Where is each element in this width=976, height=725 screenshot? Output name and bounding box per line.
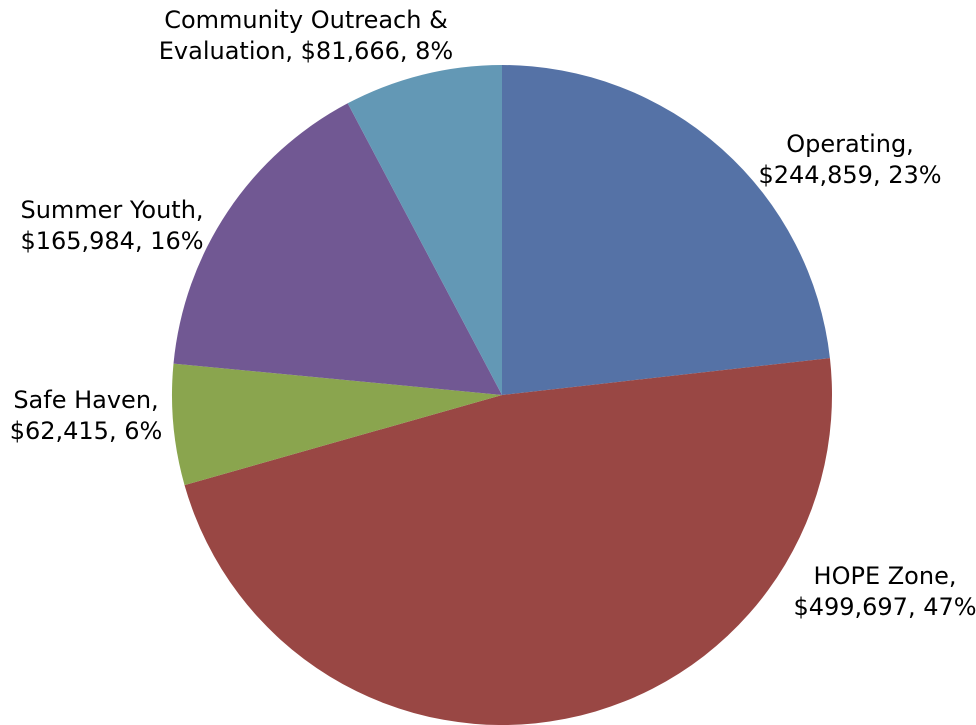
pie-slice-community-outreach-evaluation xyxy=(347,65,502,395)
pie-slice-operating xyxy=(502,65,830,395)
data-label-line: Summer Youth, xyxy=(20,196,203,224)
data-label-line: HOPE Zone, xyxy=(814,562,957,590)
data-label-summer-youth: Summer Youth, $165,984, 16% xyxy=(20,196,203,255)
data-label-line: Evaluation, $81,666, 8% xyxy=(159,37,453,65)
data-label-hope-zone: HOPE Zone, $499,697, 47% xyxy=(793,562,976,621)
data-label-line: Operating, xyxy=(786,130,914,158)
data-label-line: $499,697, 47% xyxy=(793,593,976,621)
pie-slice-hope-zone xyxy=(184,358,832,725)
data-label-line: $244,859, 23% xyxy=(758,161,941,189)
data-label-safe-haven: Safe Haven, $62,415, 6% xyxy=(10,386,163,445)
data-label-line: $165,984, 16% xyxy=(20,227,203,255)
pie-slice-safe-haven xyxy=(171,363,502,486)
pie-slice-summer-youth xyxy=(173,103,502,396)
data-label-line: Safe Haven, xyxy=(13,386,158,414)
data-label-community-outreach-evaluation: Community Outreach & Evaluation, $81,666,… xyxy=(159,6,453,65)
pie-data-labels: Operating, $244,859, 23% HOPE Zone, $499,69… xyxy=(10,6,976,621)
data-label-line: $62,415, 6% xyxy=(10,417,163,445)
pie-slices xyxy=(171,65,832,725)
data-label-operating: Operating, $244,859, 23% xyxy=(758,130,941,189)
data-label-line: Community Outreach & xyxy=(164,6,448,34)
